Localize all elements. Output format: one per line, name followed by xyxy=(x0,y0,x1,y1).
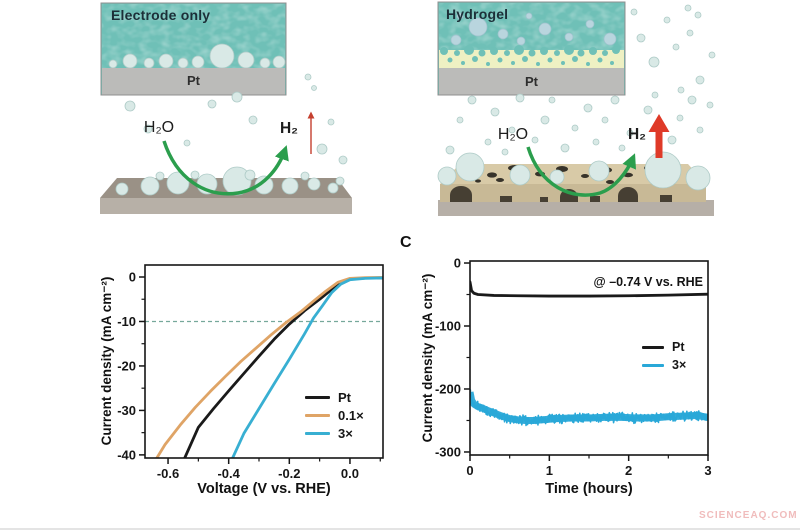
stability-chart: 0 1 2 3 0 -100 -200 -300 xyxy=(435,256,712,478)
h2-label-left: H₂ xyxy=(279,120,299,137)
svg-text:-0.4: -0.4 xyxy=(217,466,240,481)
h2o-label-right: H₂O xyxy=(497,126,529,143)
legend-label: Pt xyxy=(338,389,351,405)
scaffold-top xyxy=(440,164,706,184)
legend-label: 3× xyxy=(338,425,353,441)
pt-label-right: Pt xyxy=(525,74,538,89)
hydrogel-electrode-scene xyxy=(437,4,716,216)
h2-flux-arrow-large xyxy=(648,114,670,158)
rising-bubbles xyxy=(445,4,716,156)
chart-c-xlabel: Time (hours) xyxy=(545,481,633,497)
chart-c-legend: Pt 3× xyxy=(642,340,686,372)
svg-text:-0.2: -0.2 xyxy=(278,466,300,481)
slab-front xyxy=(100,198,352,214)
legend-line-swatch xyxy=(305,413,330,417)
svg-text:-0.6: -0.6 xyxy=(157,466,179,481)
svg-text:3: 3 xyxy=(704,463,711,478)
chart-b-xlabel: Voltage (V vs. RHE) xyxy=(197,481,331,497)
svg-text:-10: -10 xyxy=(117,314,136,329)
illustration-scene xyxy=(100,1,716,216)
svg-text:-300: -300 xyxy=(435,444,461,459)
legend-line-swatch xyxy=(642,363,664,367)
reaction-arrow xyxy=(526,146,636,197)
legend-line-swatch xyxy=(642,345,664,349)
legend-item: 0.1× xyxy=(305,407,364,423)
hydrogel-layer xyxy=(439,50,624,68)
legend-label: 3× xyxy=(672,358,687,372)
h2o-label-left: H₂O xyxy=(143,119,175,136)
legend-label: 0.1× xyxy=(338,407,364,423)
svg-text:2: 2 xyxy=(625,463,632,478)
hydrogel-inset xyxy=(437,1,626,96)
legend-item: Pt xyxy=(642,340,686,354)
chart-c-ylabel: Current density (mA cm⁻²) xyxy=(420,273,435,443)
surface-bubbles xyxy=(437,151,711,191)
svg-text:0: 0 xyxy=(466,463,473,478)
watermark: SCIENCEAQ.COM xyxy=(699,510,798,521)
pt-label-left: Pt xyxy=(187,73,200,88)
hydrogel-pores xyxy=(440,45,620,66)
pt-bar xyxy=(102,68,285,95)
svg-text:-40: -40 xyxy=(117,447,136,462)
legend-line-swatch xyxy=(305,431,330,435)
bare-electrode-scene xyxy=(100,73,352,214)
polarization-chart: -0.6 -0.4 -0.2 0.0 0 -10 -20 -30 -40 xyxy=(117,264,384,481)
hydrogel-title: Hydrogel xyxy=(446,6,509,22)
legend-item: 3× xyxy=(305,425,364,441)
legend-line-swatch xyxy=(305,395,330,399)
floating-bubbles xyxy=(124,73,348,165)
h2-label-right: H₂ xyxy=(627,126,647,143)
pt-bar xyxy=(439,68,624,95)
svg-text:0: 0 xyxy=(129,270,136,285)
surface-bubbles xyxy=(115,166,345,196)
svg-text:-200: -200 xyxy=(435,381,461,396)
svg-text:-100: -100 xyxy=(435,319,461,334)
reaction-arrow xyxy=(162,140,289,196)
legend-label: Pt xyxy=(672,340,685,354)
panel-c-label: C xyxy=(400,234,412,251)
electrode-only-inset xyxy=(100,2,287,96)
water-bubbles xyxy=(450,12,617,46)
svg-text:0: 0 xyxy=(454,256,461,271)
svg-text:-20: -20 xyxy=(117,358,136,373)
interface-bubbles xyxy=(108,43,286,69)
svg-text:1: 1 xyxy=(546,463,553,478)
chart-b-ylabel: Current density (mA cm⁻²) xyxy=(99,276,114,446)
chart-b-legend: Pt 0.1× 3× xyxy=(305,389,364,441)
chart-c-annotation: @ –0.74 V vs. RHE xyxy=(593,275,703,289)
svg-text:-30: -30 xyxy=(117,403,136,418)
legend-item: 3× xyxy=(642,358,686,372)
electrode-only-title: Electrode only xyxy=(111,7,211,23)
legend-item: Pt xyxy=(305,389,364,405)
base-slab xyxy=(438,200,714,216)
svg-text:0.0: 0.0 xyxy=(341,466,359,481)
